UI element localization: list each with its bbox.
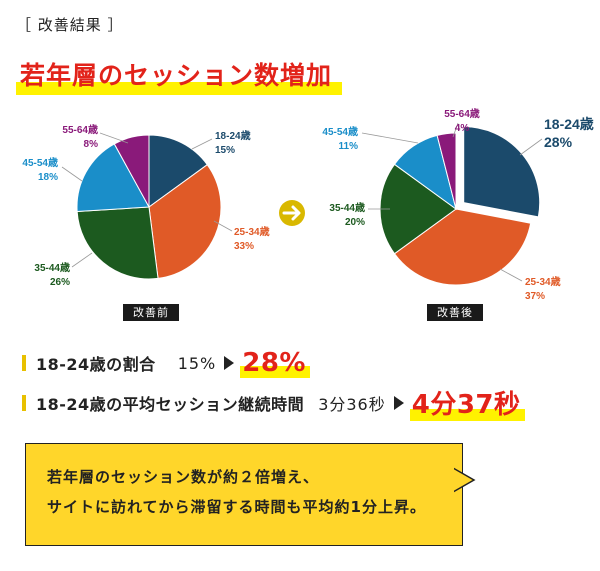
stat-row-share: 18-24歳の割合 15% 28%: [22, 348, 310, 378]
slice-percent: 26%: [50, 277, 70, 288]
stat-marker: [22, 394, 26, 411]
triangle-right-icon: [224, 356, 235, 370]
stat-after: 4分37秒: [409, 384, 525, 421]
arrow-right-icon: [279, 200, 305, 226]
stat-after: 28%: [240, 348, 310, 378]
slice-percent: 20%: [345, 217, 365, 228]
callout-text: 若年層のセッション数が約２倍増え、 サイトに訪れてから滞留する時間も平均約1分上…: [47, 462, 426, 522]
caption-after: 改善後: [427, 304, 483, 321]
slice-label: 45-54歳: [22, 156, 58, 169]
section-label: ［ 改善結果 ］: [16, 16, 124, 34]
slice-percent: 11%: [339, 141, 359, 152]
pie-slice: [148, 163, 222, 279]
headline-container: 若年層のセッション数増加: [16, 56, 343, 95]
pie-slice: [463, 126, 541, 218]
callout-box: [25, 443, 463, 546]
pie-slice: [76, 143, 150, 213]
callout-tail: [452, 458, 476, 508]
slice-label: 55-64歳: [444, 107, 480, 120]
pie-slice: [76, 206, 159, 280]
slice-label: 35-44歳: [329, 201, 365, 214]
slice-label: 45-54歳: [322, 125, 358, 138]
slice-label: 18-24歳: [215, 129, 251, 142]
pie-slice: [393, 208, 532, 286]
slice-percent: 8%: [84, 139, 99, 150]
leader-line: [213, 220, 233, 232]
slice-percent: 28%: [544, 134, 573, 150]
leader-line: [499, 268, 523, 282]
pie-slice: [436, 132, 457, 210]
leader-line: [71, 252, 93, 268]
slice-label: 25-34歳: [234, 225, 270, 238]
stat-row-duration: 18-24歳の平均セッション継続時間 3分36秒 4分37秒: [22, 384, 525, 421]
pie-chart-before: 18-24歳 15% 25-34歳 33% 35-44歳 26% 45-54歳 18% 55-6…: [22, 123, 269, 288]
slice-label: 35-44歳: [34, 261, 70, 274]
headline: 若年層のセッション数増加: [16, 56, 343, 95]
pie-chart-after: 18-24歳 28% 25-34歳 37% 35-44歳 20% 45-54歳 11% 55-6…: [322, 107, 593, 302]
leader-line: [99, 132, 129, 144]
leader-line: [452, 122, 459, 138]
stat-marker: [22, 355, 26, 371]
headline-text: 若年層のセッション数増加: [20, 61, 333, 90]
leader-line: [61, 166, 83, 182]
stat-after-value: 4分37秒: [411, 390, 521, 420]
pie-charts: 18-24歳 15% 25-34歳 33% 35-44歳 26% 45-54歳 18% 55-6…: [22, 107, 593, 302]
leader-line: [361, 132, 419, 144]
slice-percent: 18%: [38, 172, 58, 183]
callout-line-1: 若年層のセッション数が約２倍増え、: [47, 468, 320, 486]
leader-line: [519, 138, 543, 156]
slice-label: 25-34歳: [525, 275, 561, 288]
slice-percent: 4%: [455, 123, 470, 134]
slice-percent: 37%: [525, 291, 545, 302]
stat-after-value: 28%: [242, 348, 306, 378]
leader-line: [191, 138, 213, 150]
pie-slice: [113, 134, 150, 208]
stat-before: 3分36秒: [318, 394, 386, 414]
stat-label: 18-24歳の割合: [36, 355, 156, 374]
slice-label: 18-24歳: [544, 116, 594, 132]
triangle-right-icon: [393, 395, 404, 410]
stat-before: 15%: [177, 353, 217, 373]
pie-slice: [148, 134, 208, 208]
callout-line-2: サイトに訪れてから滞留する時間も平均約1分上昇。: [47, 498, 426, 516]
slice-percent: 15%: [215, 145, 235, 156]
slice-label: 55-64歳: [62, 123, 98, 136]
slice-percent: 33%: [234, 241, 254, 252]
stat-label: 18-24歳の平均セッション継続時間: [36, 394, 305, 414]
caption-before: 改善前: [123, 304, 179, 321]
